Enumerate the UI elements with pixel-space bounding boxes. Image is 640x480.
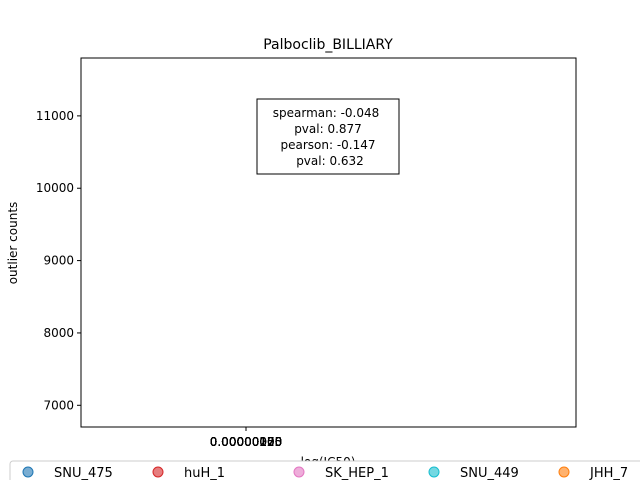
legend-marker [22,466,34,478]
legend-label: SNU_449 [460,466,519,480]
legend-marker [428,466,440,478]
legend-marker [558,466,570,478]
legend-label: SK_HEP_1 [325,466,389,480]
y-axis-label: outlier counts [6,202,20,285]
legend-label: JHH_7 [589,466,628,480]
x-tick-label: 0.00000200 [210,435,283,449]
legend-label: SNU_475 [54,466,113,480]
pearson-pval-label: pval: 0.632 [296,154,364,168]
y-tick-label: 10000 [36,181,74,195]
y-tick-label: 7000 [43,398,74,412]
x-axis-ticks: 0.000000000.000000250.000000500.00000075… [210,427,283,449]
x-tick-label: 0.00000175 [210,435,283,449]
x-tick-label: 0.00000150 [210,435,283,449]
x-tick-label: 0.00000050 [210,435,283,449]
spearman-pval-label: pval: 0.877 [294,122,362,136]
legend-marker [152,466,164,478]
x-tick-label: 0.00000025 [210,435,283,449]
legend-label: huH_1 [184,466,225,480]
y-tick-label: 11000 [36,109,74,123]
pearson-label: pearson: -0.147 [280,138,375,152]
x-tick-label: 0.00000075 [210,435,283,449]
legend: SNU_475 huH_1 SK_HEP_1 SNU_449 JHH_7 [9,460,640,480]
x-tick-label: 0.00000100 [210,435,283,449]
stats-box: spearman: -0.048 pval: 0.877 pearson: -0… [256,98,400,175]
legend-frame [9,460,640,480]
y-tick-label: 8000 [43,326,74,340]
chart-title: Palboclib_BILLIARY [263,37,393,53]
legend-marker [293,466,305,478]
x-tick-label: 0.00000125 [210,435,283,449]
spearman-label: spearman: -0.048 [273,106,380,120]
x-tick-label: 0.00000000 [210,435,283,449]
y-tick-label: 9000 [43,254,74,268]
y-axis-ticks: 7000 8000 9000 10000 11000 [36,109,81,412]
stats-box-frame [256,98,400,175]
